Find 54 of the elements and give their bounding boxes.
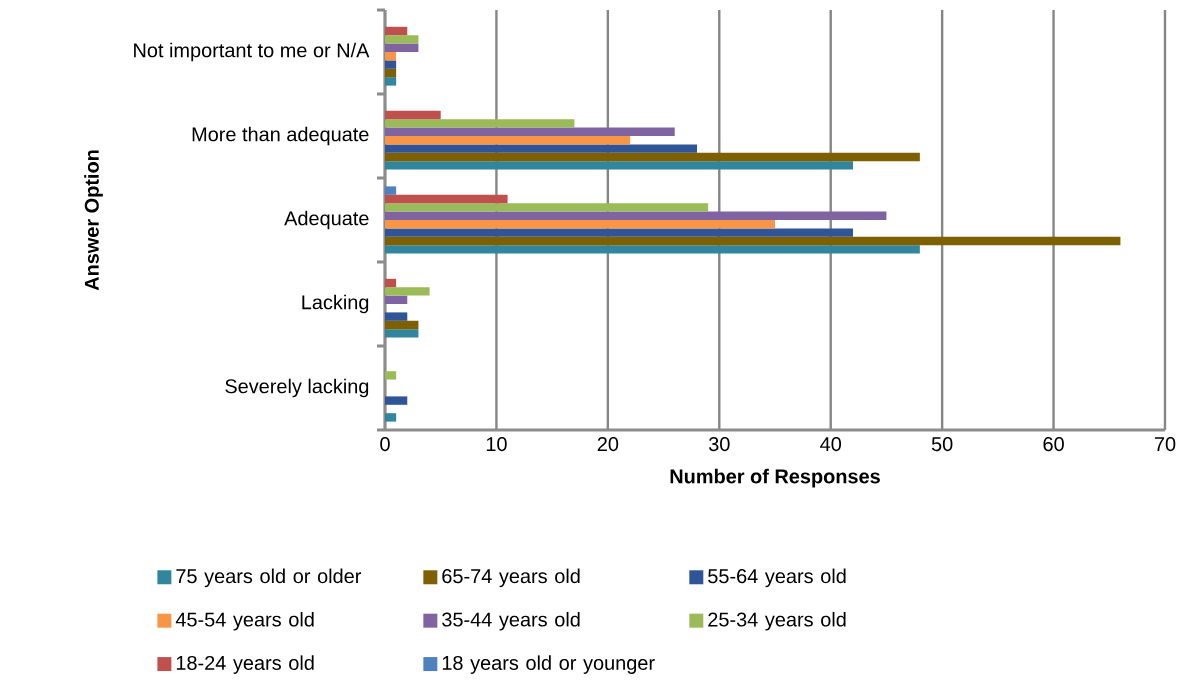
bar: [385, 77, 397, 86]
bar: [385, 110, 441, 120]
x-tick-label: 50: [931, 437, 953, 452]
y-tick-label: Adequate: [284, 210, 369, 230]
y-tick-label: More than adequate: [192, 126, 369, 146]
x-tick-label: 0: [380, 437, 390, 452]
bar: [385, 329, 419, 338]
bar: [385, 396, 408, 405]
bar: [385, 136, 631, 145]
y-tick-label: Not important to me or N/A: [134, 42, 370, 62]
bar: [385, 152, 920, 162]
legend-label: 75 years old or older: [176, 568, 362, 588]
x-tick-label: 10: [486, 437, 507, 452]
bar: [385, 371, 397, 380]
bar: [385, 119, 575, 128]
legend-label: 65-74 years old: [442, 568, 580, 588]
legend-label: 35-44 years old: [442, 611, 580, 631]
bar: [385, 245, 920, 254]
bar: [385, 228, 853, 237]
bar: [385, 236, 1121, 246]
x-tick-label: 60: [1043, 437, 1064, 452]
legend-label: 25-34 years old: [708, 611, 846, 631]
bar: [385, 278, 397, 288]
bar: [385, 194, 508, 204]
bar: [385, 127, 675, 136]
y-axis-title: Answer Option: [84, 150, 103, 291]
bar: [385, 26, 408, 36]
bar: [385, 413, 397, 422]
bar: [385, 312, 408, 321]
bar: [385, 43, 419, 52]
bar: [385, 68, 397, 78]
legend-label: 18-24 years old: [176, 655, 314, 674]
bar: [385, 35, 419, 44]
bar: [385, 186, 397, 195]
legend-label: 45-54 years old: [175, 611, 314, 631]
legend-label: 55-64 years old: [708, 568, 846, 588]
x-tick-label: 20: [597, 437, 619, 452]
bar: [385, 203, 709, 212]
legend-label: 18 years old or younger: [442, 655, 655, 674]
bar: [385, 295, 408, 304]
bar: [385, 211, 887, 220]
bar: [385, 320, 419, 330]
x-axis-title: Number of Responses: [670, 468, 880, 488]
y-tick-label: Severely lacking: [225, 378, 369, 398]
x-tick-label: 70: [1154, 437, 1176, 452]
x-tick-label: 40: [820, 437, 842, 452]
bar: [385, 52, 397, 61]
bar: [385, 220, 775, 229]
y-tick-label: Lacking: [302, 294, 369, 314]
x-tick-label: 30: [708, 437, 730, 452]
bar: [385, 60, 397, 69]
bar: [385, 287, 430, 296]
bar: [385, 144, 697, 153]
bar: [385, 161, 853, 170]
